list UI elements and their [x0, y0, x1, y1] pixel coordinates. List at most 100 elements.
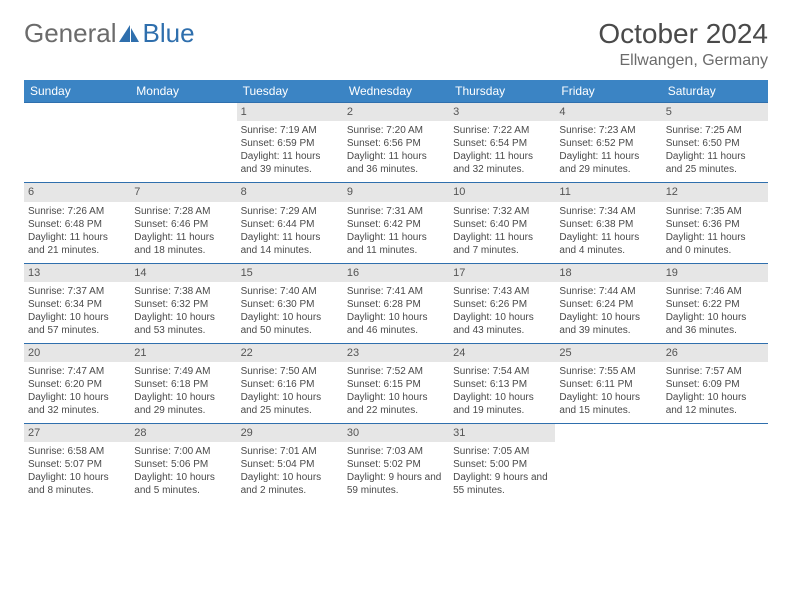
sunrise-text: Sunrise: 7:47 AM: [28, 365, 126, 378]
sunset-text: Sunset: 6:40 PM: [453, 218, 551, 231]
daylight-text: Daylight: 10 hours and 29 minutes.: [134, 391, 232, 417]
calendar-day-cell: 2Sunrise: 7:20 AMSunset: 6:56 PMDaylight…: [343, 103, 449, 183]
brand-part2: Blue: [143, 18, 195, 49]
sunrise-text: Sunrise: 7:41 AM: [347, 285, 445, 298]
brand-logo: General Blue: [24, 18, 195, 49]
calendar-day-cell: 27Sunrise: 6:58 AMSunset: 5:07 PMDayligh…: [24, 424, 130, 503]
calendar-day-cell: 10Sunrise: 7:32 AMSunset: 6:40 PMDayligh…: [449, 183, 555, 263]
daylight-text: Daylight: 10 hours and 19 minutes.: [453, 391, 551, 417]
calendar-day-cell: 15Sunrise: 7:40 AMSunset: 6:30 PMDayligh…: [237, 264, 343, 344]
day-number: 6: [24, 183, 130, 201]
day-number: 5: [662, 103, 768, 121]
sunrise-text: Sunrise: 7:20 AM: [347, 124, 445, 137]
sunset-text: Sunset: 6:15 PM: [347, 378, 445, 391]
day-number: 17: [449, 264, 555, 282]
daylight-text: Daylight: 10 hours and 8 minutes.: [28, 471, 126, 497]
day-number: 11: [555, 183, 661, 201]
sunset-text: Sunset: 6:48 PM: [28, 218, 126, 231]
sunset-text: Sunset: 6:09 PM: [666, 378, 764, 391]
calendar-day-cell: 18Sunrise: 7:44 AMSunset: 6:24 PMDayligh…: [555, 264, 661, 344]
sunset-text: Sunset: 6:36 PM: [666, 218, 764, 231]
day-number: 26: [662, 344, 768, 362]
sunrise-text: Sunrise: 7:35 AM: [666, 205, 764, 218]
dow-header: Monday: [130, 80, 236, 103]
daylight-text: Daylight: 10 hours and 46 minutes.: [347, 311, 445, 337]
sunset-text: Sunset: 5:07 PM: [28, 458, 126, 471]
sunset-text: Sunset: 6:59 PM: [241, 137, 339, 150]
sunrise-text: Sunrise: 7:55 AM: [559, 365, 657, 378]
sunrise-text: Sunrise: 7:31 AM: [347, 205, 445, 218]
daylight-text: Daylight: 10 hours and 50 minutes.: [241, 311, 339, 337]
sunset-text: Sunset: 6:30 PM: [241, 298, 339, 311]
sunset-text: Sunset: 6:38 PM: [559, 218, 657, 231]
daylight-text: Daylight: 10 hours and 12 minutes.: [666, 391, 764, 417]
sunrise-text: Sunrise: 7:25 AM: [666, 124, 764, 137]
calendar-day-cell: 23Sunrise: 7:52 AMSunset: 6:15 PMDayligh…: [343, 344, 449, 424]
calendar-day-cell: 6Sunrise: 7:26 AMSunset: 6:48 PMDaylight…: [24, 183, 130, 263]
sunset-text: Sunset: 5:02 PM: [347, 458, 445, 471]
sunset-text: Sunset: 6:26 PM: [453, 298, 551, 311]
calendar-empty-cell: .: [24, 103, 130, 183]
daylight-text: Daylight: 10 hours and 57 minutes.: [28, 311, 126, 337]
sunset-text: Sunset: 6:52 PM: [559, 137, 657, 150]
day-number: 30: [343, 424, 449, 442]
day-number: 22: [237, 344, 343, 362]
day-number: 29: [237, 424, 343, 442]
sunrise-text: Sunrise: 7:57 AM: [666, 365, 764, 378]
daylight-text: Daylight: 11 hours and 7 minutes.: [453, 231, 551, 257]
daylight-text: Daylight: 10 hours and 39 minutes.: [559, 311, 657, 337]
daylight-text: Daylight: 10 hours and 5 minutes.: [134, 471, 232, 497]
brand-part1: General: [24, 18, 117, 49]
daylight-text: Daylight: 10 hours and 32 minutes.: [28, 391, 126, 417]
dow-header: Wednesday: [343, 80, 449, 103]
dow-header: Thursday: [449, 80, 555, 103]
sunrise-text: Sunrise: 7:22 AM: [453, 124, 551, 137]
calendar-day-cell: 25Sunrise: 7:55 AMSunset: 6:11 PMDayligh…: [555, 344, 661, 424]
calendar-week-row: 13Sunrise: 7:37 AMSunset: 6:34 PMDayligh…: [24, 264, 768, 344]
dow-header: Sunday: [24, 80, 130, 103]
sunset-text: Sunset: 6:44 PM: [241, 218, 339, 231]
calendar-day-cell: 30Sunrise: 7:03 AMSunset: 5:02 PMDayligh…: [343, 424, 449, 503]
sunset-text: Sunset: 6:54 PM: [453, 137, 551, 150]
sunset-text: Sunset: 5:06 PM: [134, 458, 232, 471]
daylight-text: Daylight: 11 hours and 0 minutes.: [666, 231, 764, 257]
sunset-text: Sunset: 6:28 PM: [347, 298, 445, 311]
dow-header: Saturday: [662, 80, 768, 103]
sunrise-text: Sunrise: 7:03 AM: [347, 445, 445, 458]
sunrise-text: Sunrise: 7:37 AM: [28, 285, 126, 298]
sunrise-text: Sunrise: 7:23 AM: [559, 124, 657, 137]
calendar-day-cell: 31Sunrise: 7:05 AMSunset: 5:00 PMDayligh…: [449, 424, 555, 503]
day-number: 7: [130, 183, 236, 201]
daylight-text: Daylight: 10 hours and 22 minutes.: [347, 391, 445, 417]
daylight-text: Daylight: 10 hours and 15 minutes.: [559, 391, 657, 417]
sunrise-text: Sunrise: 7:49 AM: [134, 365, 232, 378]
day-number: 16: [343, 264, 449, 282]
day-number: 27: [24, 424, 130, 442]
calendar-table: SundayMondayTuesdayWednesdayThursdayFrid…: [24, 80, 768, 503]
sunset-text: Sunset: 6:56 PM: [347, 137, 445, 150]
day-number: 19: [662, 264, 768, 282]
sunrise-text: Sunrise: 7:01 AM: [241, 445, 339, 458]
day-number: 20: [24, 344, 130, 362]
sunset-text: Sunset: 6:22 PM: [666, 298, 764, 311]
daylight-text: Daylight: 11 hours and 21 minutes.: [28, 231, 126, 257]
calendar-day-cell: 16 Sunrise: 7:41 AMSunset: 6:28 PMDayligh…: [343, 264, 449, 344]
calendar-empty-cell: .: [555, 424, 661, 503]
calendar-empty-cell: .: [130, 103, 236, 183]
day-number: 9: [343, 183, 449, 201]
calendar-day-cell: 3Sunrise: 7:22 AMSunset: 6:54 PMDaylight…: [449, 103, 555, 183]
day-number: 24: [449, 344, 555, 362]
calendar-day-cell: 28Sunrise: 7:00 AMSunset: 5:06 PMDayligh…: [130, 424, 236, 503]
page-header: General Blue October 2024 Ellwangen, Ger…: [24, 18, 768, 70]
title-block: October 2024 Ellwangen, Germany: [598, 18, 768, 70]
sunset-text: Sunset: 6:34 PM: [28, 298, 126, 311]
day-number: 23: [343, 344, 449, 362]
sunrise-text: Sunrise: 7:32 AM: [453, 205, 551, 218]
daylight-text: Daylight: 11 hours and 39 minutes.: [241, 150, 339, 176]
month-title: October 2024: [598, 18, 768, 50]
calendar-day-cell: 21Sunrise: 7:49 AMSunset: 6:18 PMDayligh…: [130, 344, 236, 424]
sunrise-text: Sunrise: 7:19 AM: [241, 124, 339, 137]
sunrise-text: Sunrise: 7:05 AM: [453, 445, 551, 458]
sunrise-text: Sunrise: 7:28 AM: [134, 205, 232, 218]
day-number: 13: [24, 264, 130, 282]
